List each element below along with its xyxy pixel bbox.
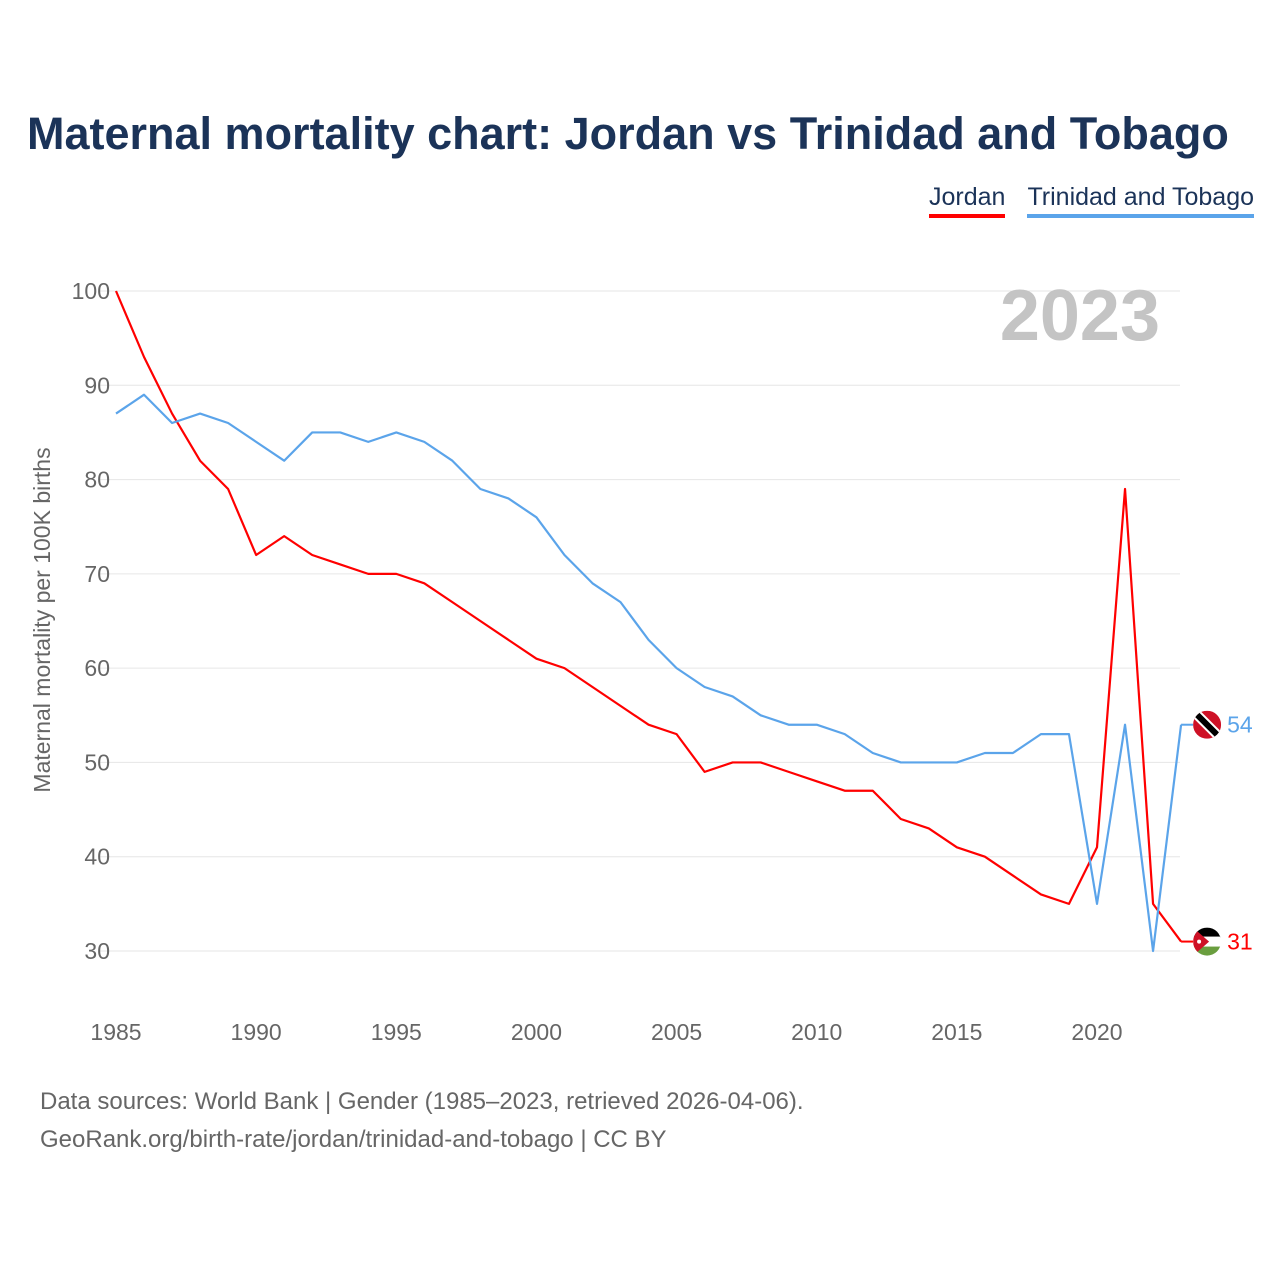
- jordan-flag-icon: [1193, 927, 1222, 956]
- series-line-jordan: [114, 290, 1182, 943]
- y-tick-label: 70: [84, 561, 110, 587]
- flag-green: [1193, 946, 1222, 956]
- end-value-label: 31: [1227, 929, 1253, 955]
- legend-jordan[interactable]: Jordan: [928, 183, 1006, 218]
- series-line-trinidad-and-tobago: [115, 393, 1183, 953]
- flag-star: [1197, 939, 1202, 944]
- y-axis-label: Maternal mortality per 100K births: [29, 447, 55, 792]
- y-tick-label: 80: [84, 467, 110, 493]
- x-tick-label: 1995: [371, 1019, 422, 1045]
- year-watermark: 2023: [1000, 276, 1160, 356]
- x-tick-label: 2020: [1071, 1019, 1122, 1045]
- x-tick-label: 1990: [231, 1019, 282, 1045]
- legend: Jordan Trinidad and Tobago: [928, 183, 1254, 218]
- y-tick-label: 60: [84, 655, 110, 681]
- footer-attribution: GeoRank.org/birth-rate/jordan/trinidad-a…: [40, 1126, 667, 1153]
- x-tick-label: 2015: [931, 1019, 982, 1045]
- x-tick-label: 2010: [791, 1019, 842, 1045]
- footer-sources: Data sources: World Bank | Gender (1985–…: [40, 1088, 804, 1115]
- y-tick-label: 30: [84, 938, 110, 964]
- y-tick-label: 50: [84, 749, 110, 775]
- y-tick-label: 100: [72, 278, 110, 304]
- trinidad-flag-icon: [1193, 710, 1222, 739]
- x-tick-label: 1985: [90, 1019, 141, 1045]
- end-value-label: 54: [1227, 712, 1253, 738]
- chart-title: Maternal mortality chart: Jordan vs Trin…: [27, 108, 1229, 159]
- x-tick-label: 2000: [511, 1019, 562, 1045]
- flag-black-stripe: [1193, 710, 1222, 739]
- y-tick-label: 40: [84, 844, 110, 870]
- flag-black: [1193, 927, 1222, 938]
- y-tick-label: 90: [84, 372, 110, 398]
- x-tick-label: 2005: [651, 1019, 702, 1045]
- legend-trinidad-and-tobago[interactable]: Trinidad and Tobago: [1027, 183, 1254, 218]
